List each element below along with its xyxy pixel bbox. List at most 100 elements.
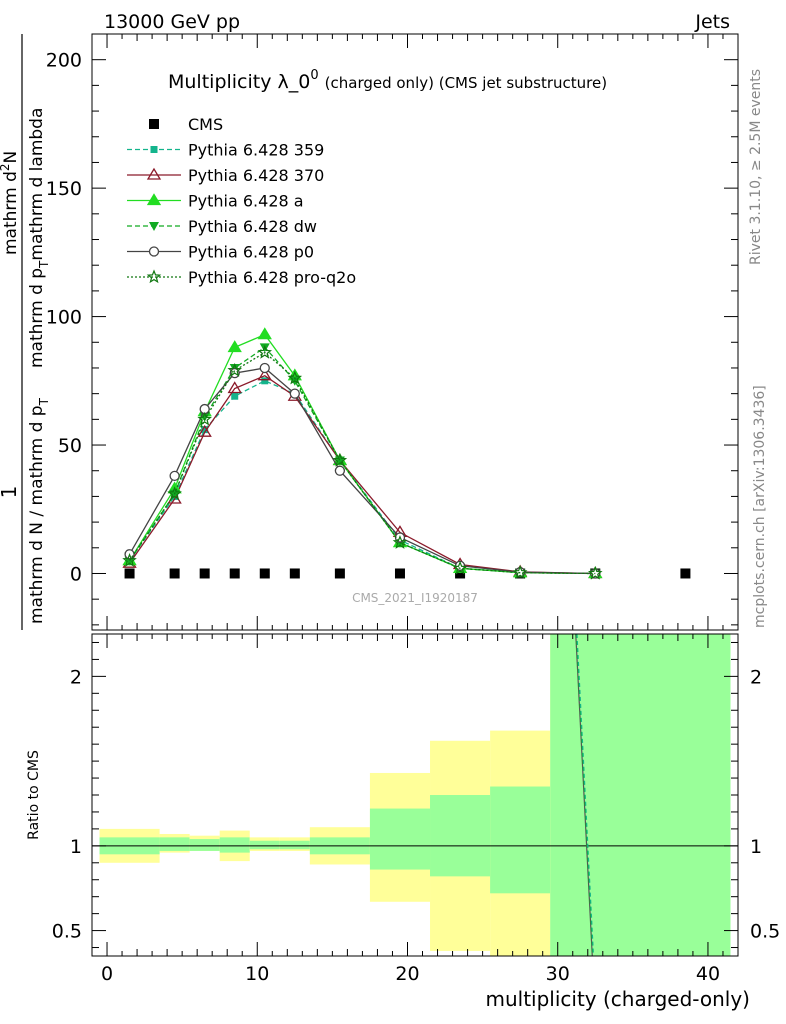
series-line-p370 xyxy=(129,374,596,575)
ratio-y-axis-label: Ratio to CMS xyxy=(26,750,42,840)
legend-marker-pa xyxy=(146,193,162,206)
series-point-pp0-1 xyxy=(169,470,180,482)
legend-label-p370: Pythia 6.428 370 xyxy=(188,166,324,185)
ratio-y-tick-label-right-0: 0.5 xyxy=(750,921,780,943)
top-panel-axes: 0 50 100 150 200 xyxy=(46,33,739,630)
y-label-denominator-two: mathrm d pTmathrm d lambda xyxy=(27,108,51,368)
legend-label-cms: CMS xyxy=(188,115,223,134)
x-tick-label-4: 40 xyxy=(696,963,720,985)
title-superscript: 0 xyxy=(310,68,318,83)
legend: CMS Pythia 6.428 359 Pythia 6.428 370 Pythi… xyxy=(127,115,356,287)
series-point-pq2o-5 xyxy=(287,370,303,385)
cms-data-point-0 xyxy=(124,568,135,579)
cms-data-point-1 xyxy=(169,568,180,579)
legend-label-pa: Pythia 6.428 a xyxy=(188,192,304,211)
series-point-p359-3 xyxy=(231,392,239,400)
main-series xyxy=(122,327,691,580)
legend-entry-pq2o: Pythia 6.428 pro-q2o xyxy=(127,268,356,287)
cms-data-point-4 xyxy=(259,568,270,579)
ratio-y-tick-label-right-1: 1 xyxy=(750,836,762,858)
series-point-pp0-4 xyxy=(259,362,270,374)
top-y-tick-label-0: 0 xyxy=(70,563,82,585)
series-point-pq2o-0 xyxy=(122,553,137,567)
ratio-band-green-7 xyxy=(369,808,431,870)
title-main: Multiplicity λ_0 xyxy=(168,71,310,93)
series-point-p370-3 xyxy=(227,381,242,394)
ratio-y-tick-label-right-2: 2 xyxy=(750,666,762,688)
ratio-band-green-10 xyxy=(550,634,731,956)
series-point-p370-4 xyxy=(257,368,272,381)
header-right-label: Jets xyxy=(694,11,730,33)
series-line-pq2o xyxy=(129,351,596,575)
ratio-y-tick-label-left-0: 0.5 xyxy=(52,921,82,943)
legend-marker-pq2o xyxy=(146,269,162,284)
cms-data-point-8 xyxy=(455,568,466,579)
legend-marker-p370 xyxy=(146,167,162,180)
series-point-p359-4 xyxy=(261,377,269,385)
ratio-band-green-9 xyxy=(490,786,551,894)
ratio-band-green-3 xyxy=(219,837,250,853)
cms-data-point-7 xyxy=(394,568,405,579)
series-point-pp0-5 xyxy=(289,388,300,399)
legend-entry-pp0: Pythia 6.428 p0 xyxy=(127,243,314,262)
ratio-band-green-2 xyxy=(189,839,220,851)
series-point-pq2o-3 xyxy=(227,362,242,377)
top-y-tick-label-4: 200 xyxy=(46,50,82,72)
header-left-label: 13000 GeV pp xyxy=(104,11,240,33)
series-point-p370-2 xyxy=(197,424,212,437)
legend-marker-pp0 xyxy=(148,246,160,257)
series-point-p359-2 xyxy=(201,426,209,434)
legend-marker-cms xyxy=(149,119,159,129)
x-tick-label-1: 10 xyxy=(245,963,269,985)
cms-data-point-3 xyxy=(229,568,240,579)
series-p359 xyxy=(126,377,599,577)
series-point-pp0-6 xyxy=(334,465,346,476)
series-p370 xyxy=(122,368,603,579)
series-point-pq2o-6 xyxy=(332,452,348,467)
series-pp0 xyxy=(124,362,601,579)
legend-entry-pdw: Pythia 6.428 dw xyxy=(127,217,317,236)
ratio-y-tick-label-left-2: 2 xyxy=(70,666,82,688)
legend-entry-pa: Pythia 6.428 a xyxy=(127,192,304,211)
ratio-band-green-5 xyxy=(279,840,310,850)
series-point-pq2o-10 xyxy=(588,565,603,580)
series-line-pa xyxy=(129,333,596,575)
series-point-pq2o-2 xyxy=(197,411,212,426)
y-label-numerator-one: 1 xyxy=(0,486,21,499)
legend-label-pq2o: Pythia 6.428 pro-q2o xyxy=(188,268,356,287)
series-pq2o xyxy=(122,344,603,580)
ratio-panel-axes: 0.5 0.51 12 20 10 20 30 40 xyxy=(52,634,780,985)
x-tick-label-2: 20 xyxy=(395,963,419,985)
top-panel-frame xyxy=(91,33,739,631)
cms-data-point-5 xyxy=(289,568,300,579)
top-y-tick-label-3: 150 xyxy=(46,178,82,200)
x-tick-label-3: 30 xyxy=(546,963,570,985)
chart-title: Multiplicity λ_00 (charged only) (CMS jet… xyxy=(168,68,607,93)
ratio-curves xyxy=(92,633,738,957)
series-point-pa-4 xyxy=(257,327,272,340)
series-point-pa-3 xyxy=(227,340,242,353)
series-line-pdw xyxy=(129,346,596,575)
legend-entry-p370: Pythia 6.428 370 xyxy=(127,166,324,185)
legend-entry-cms: CMS xyxy=(149,115,223,134)
legend-marker-p359 xyxy=(150,146,158,153)
legend-label-pp0: Pythia 6.428 p0 xyxy=(188,243,314,262)
series-point-pq2o-8 xyxy=(452,560,468,575)
cms-data-point-2 xyxy=(199,568,210,579)
series-cms xyxy=(124,568,691,579)
title-subtitle: (charged only) (CMS jet substructure) xyxy=(325,74,607,92)
series-pdw xyxy=(124,343,601,579)
series-point-pq2o-9 xyxy=(512,565,528,579)
top-y-tick-label-1: 50 xyxy=(58,435,82,457)
main-y-axis-label: 1 mathrm d N / mathrm d pT mathrm d2N ma… xyxy=(0,34,51,630)
legend-label-pdw: Pythia 6.428 dw xyxy=(188,217,317,236)
y-label-numerator-two: mathrm d2N xyxy=(0,151,21,255)
legend-entry-p359: Pythia 6.428 359 xyxy=(127,141,324,160)
mcplots-source-label: mcplots.cern.ch [arXiv:1306.3436] xyxy=(752,385,768,628)
series-point-pq2o-7 xyxy=(392,535,408,549)
series-point-pq2o-4 xyxy=(257,344,273,359)
cms-data-point-11 xyxy=(680,568,691,579)
series-line-pp0 xyxy=(129,367,596,575)
ratio-band-green-8 xyxy=(430,795,491,877)
